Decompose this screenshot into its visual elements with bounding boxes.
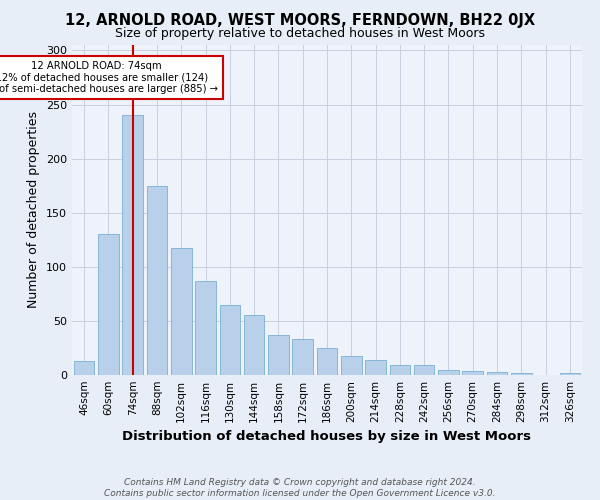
X-axis label: Distribution of detached houses by size in West Moors: Distribution of detached houses by size … <box>122 430 532 444</box>
Bar <box>244 316 265 375</box>
Bar <box>487 372 508 375</box>
Bar <box>292 340 313 375</box>
Text: Contains HM Land Registry data © Crown copyright and database right 2024.
Contai: Contains HM Land Registry data © Crown c… <box>104 478 496 498</box>
Text: 12 ARNOLD ROAD: 74sqm
← 12% of detached houses are smaller (124)
86% of semi-det: 12 ARNOLD ROAD: 74sqm ← 12% of detached … <box>0 61 218 94</box>
Y-axis label: Number of detached properties: Number of detached properties <box>28 112 40 308</box>
Bar <box>146 186 167 375</box>
Text: Size of property relative to detached houses in West Moors: Size of property relative to detached ho… <box>115 28 485 40</box>
Bar <box>414 366 434 375</box>
Bar <box>389 366 410 375</box>
Bar <box>365 360 386 375</box>
Bar <box>171 248 191 375</box>
Bar <box>195 281 216 375</box>
Bar <box>74 361 94 375</box>
Bar <box>220 304 240 375</box>
Bar <box>463 370 483 375</box>
Bar <box>122 116 143 375</box>
Bar <box>511 373 532 375</box>
Bar <box>341 356 362 375</box>
Bar <box>560 373 580 375</box>
Bar <box>98 234 119 375</box>
Bar <box>317 348 337 375</box>
Bar <box>438 370 459 375</box>
Bar <box>268 335 289 375</box>
Text: 12, ARNOLD ROAD, WEST MOORS, FERNDOWN, BH22 0JX: 12, ARNOLD ROAD, WEST MOORS, FERNDOWN, B… <box>65 12 535 28</box>
